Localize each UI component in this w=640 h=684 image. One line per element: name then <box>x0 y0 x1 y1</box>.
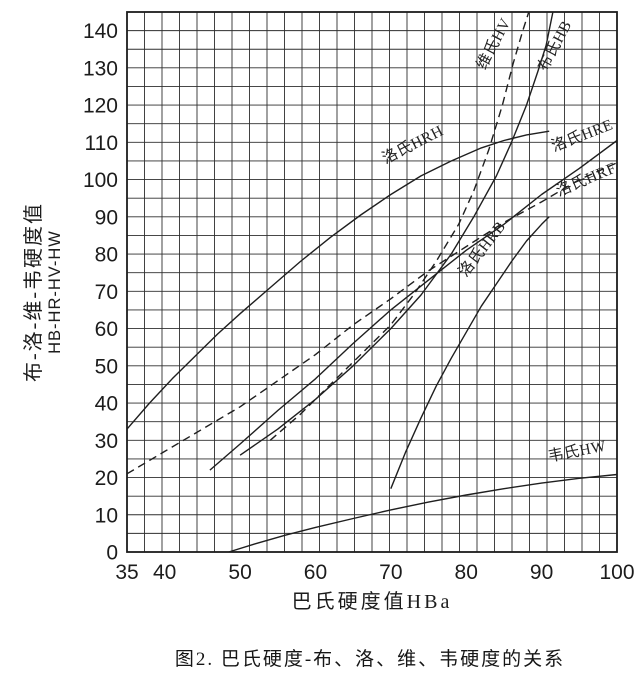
y-tick-label: 10 <box>95 504 118 527</box>
curve-label-hrf: 洛氏HRF <box>553 159 619 200</box>
curve-label-hw: 韦氏HW <box>546 437 607 466</box>
curve-hre <box>209 139 618 471</box>
y-tick-label: 140 <box>83 20 118 43</box>
y-tick-label: 80 <box>95 244 118 267</box>
y-tick-label: 50 <box>95 355 118 378</box>
x-tick-label: 70 <box>379 561 402 584</box>
x-tick-label: 35 <box>115 561 138 584</box>
y-tick-label: 70 <box>95 281 118 304</box>
y-axis-title-cn: 布-洛-维-韦硬度值 <box>23 202 46 382</box>
y-tick-label: 30 <box>95 430 118 453</box>
x-tick-label: 80 <box>455 561 478 584</box>
y-tick-label: 90 <box>95 206 118 229</box>
x-tick-label: 40 <box>153 561 176 584</box>
curve-hrf <box>126 162 618 475</box>
y-tick-label: 100 <box>83 169 118 192</box>
curve-label-hb: 布氏HB <box>534 17 576 74</box>
y-tick-label: 120 <box>83 95 118 118</box>
y-tick-label: 110 <box>85 132 118 155</box>
curve-hrb <box>390 216 550 489</box>
x-tick-label: 90 <box>530 561 553 584</box>
curve-hb <box>239 11 554 456</box>
y-axis-title-en: HB-HR-HV-HW <box>46 230 65 354</box>
plot-border <box>126 11 618 553</box>
x-tick-label: 50 <box>228 561 251 584</box>
x-tick-label: 100 <box>599 561 634 584</box>
figure-caption: 图2. 巴氏硬度-布、洛、维、韦硬度的关系 <box>174 649 566 670</box>
x-axis-title: 巴氏硬度值HBa <box>291 591 453 613</box>
y-tick-label: 60 <box>95 318 118 341</box>
y-tick-label: 40 <box>95 393 118 416</box>
x-tick-label: 60 <box>304 561 327 584</box>
curve-label-hv: 维氏HV <box>473 15 515 73</box>
y-tick-label: 130 <box>83 57 118 80</box>
curve-hrh <box>126 130 550 430</box>
y-axis-title: 布-洛-维-韦硬度值 HB-HR-HV-HW <box>23 202 65 382</box>
curve-hw <box>228 473 618 553</box>
curve-hv <box>269 11 530 441</box>
y-tick-label: 0 <box>106 542 118 565</box>
y-tick-label: 20 <box>95 467 118 490</box>
